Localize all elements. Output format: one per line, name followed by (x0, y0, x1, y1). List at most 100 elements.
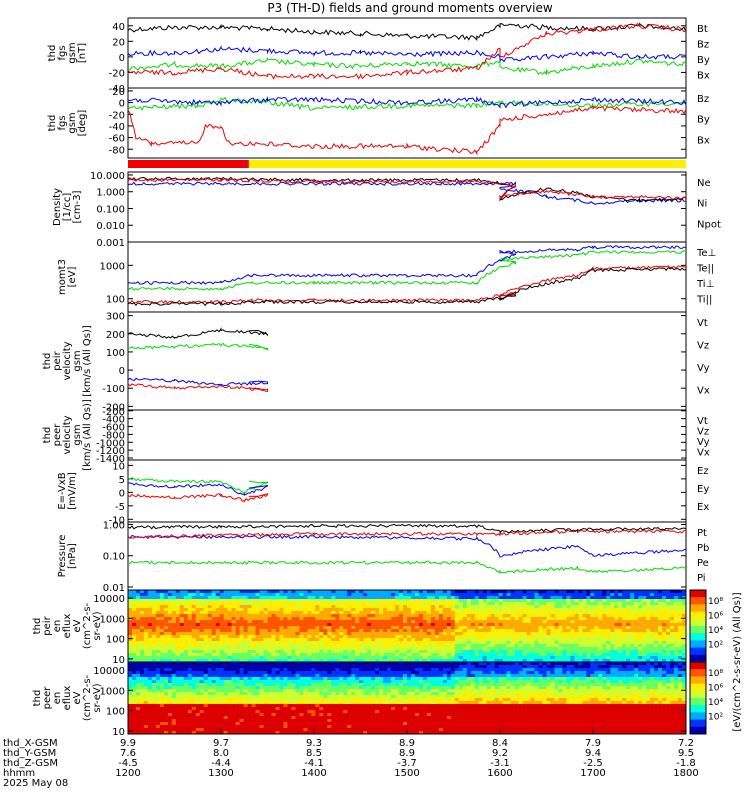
spectrogram-cell (542, 602, 547, 606)
spectrogram-cell (183, 590, 189, 594)
spectrogram-cell (215, 656, 220, 660)
spectrogram-cell (291, 719, 296, 723)
spectrogram-cell (215, 608, 220, 612)
spectrogram-cell (183, 713, 189, 717)
spectrogram-cell (303, 671, 308, 675)
spectrogram-cell (136, 623, 141, 627)
spectrogram-cell (546, 635, 551, 639)
spectrogram-cell (554, 641, 559, 645)
spectrogram-cell (132, 698, 137, 702)
spectrogram-cell (247, 590, 252, 594)
spectrogram-cell (207, 647, 212, 651)
spectrogram-cell (239, 605, 244, 609)
spectrogram-cell (466, 608, 472, 612)
spectrogram-cell (415, 593, 420, 597)
spectrogram-cell (259, 659, 264, 663)
spectrogram-cell (347, 719, 352, 723)
spectrogram-cell (626, 656, 631, 660)
spectrogram-cell (247, 623, 252, 627)
spectrogram-cell (219, 698, 224, 702)
spectrogram-cell (550, 644, 555, 648)
spectrogram-cell (682, 629, 687, 633)
spectrogram-cell (458, 626, 464, 630)
spectrogram-cell (303, 647, 308, 651)
spectrogram-cell (387, 647, 392, 651)
spectrogram-cell (622, 602, 627, 606)
spectrogram-cell (638, 650, 643, 654)
spectrogram-cell (442, 608, 448, 612)
spectrogram-cell (263, 731, 268, 735)
spectrogram-cell (195, 632, 201, 636)
spectrogram-cell (566, 593, 571, 597)
spectrogram-cell (195, 725, 201, 729)
spectrogram-cell (167, 659, 173, 663)
spectrogram-cell (375, 599, 380, 603)
spectrogram-cell (231, 614, 236, 618)
spectrogram-cell (379, 620, 384, 624)
spectrogram-cell (375, 608, 380, 612)
spectrogram-cell (211, 620, 216, 624)
spectrogram-cell (419, 593, 424, 597)
spectrogram-cell (143, 716, 149, 720)
spectrogram-cell (419, 608, 424, 612)
spectrogram-cell (199, 677, 204, 681)
spectrogram-cell (502, 620, 507, 624)
spectrogram-cell (415, 632, 420, 636)
spectrogram-cell (375, 632, 380, 636)
spectrogram-cell (207, 719, 212, 723)
spectrogram-cell (526, 590, 531, 594)
spectrogram-cell (407, 611, 412, 615)
spectrogram-cell (175, 656, 181, 660)
spectrogram-cell (187, 695, 193, 699)
spectrogram-cell (299, 602, 304, 606)
spectrogram-cell (291, 590, 296, 594)
spectrogram-cell (550, 590, 555, 594)
spectrogram-cell (136, 686, 141, 690)
legend-Bz: Bz (697, 94, 709, 105)
spectrogram-cell (227, 656, 232, 660)
spectrogram-cell (132, 689, 137, 693)
ytick-label: -600 (102, 423, 125, 434)
spectrogram-cell (662, 653, 667, 657)
spectrogram-cell (191, 656, 197, 660)
spectrogram-cell (670, 656, 675, 660)
spectrogram-cell (343, 683, 348, 687)
spectrogram-cell (215, 659, 220, 663)
spectrogram-cell (155, 728, 161, 732)
spectrogram-cell (554, 656, 559, 660)
spectrogram-cell (662, 602, 667, 606)
spectrogram-cell (387, 641, 392, 645)
spectrogram-cell (140, 683, 145, 687)
spectrogram-cell (287, 659, 292, 663)
spectrogram-cell (227, 599, 232, 603)
spectrogram-cell (327, 602, 332, 606)
spectrogram-cell (140, 713, 145, 717)
spectrogram-cell (530, 632, 535, 636)
spectrogram-cell (419, 605, 424, 609)
spectrogram-cell (175, 713, 181, 717)
spectrogram-cell (351, 620, 356, 624)
spectrogram-cell (522, 626, 527, 630)
spectrogram-cell (259, 620, 264, 624)
spectrogram-cell (426, 641, 432, 645)
spectrogram-cell (227, 647, 232, 651)
spectrogram-cell (514, 599, 519, 603)
spectrogram-cell (327, 662, 332, 666)
spectrogram-cell (478, 644, 483, 648)
spectrogram-cell (434, 611, 440, 615)
spectrogram-cell (347, 617, 352, 621)
spectrogram-cell (147, 614, 153, 618)
spectrogram-cell (442, 641, 448, 645)
spectrogram-cell (219, 716, 224, 720)
spectrogram-cell (510, 641, 515, 645)
spectrogram-cell (534, 590, 539, 594)
spectrogram-cell (247, 614, 252, 618)
spectrogram-cell (171, 590, 177, 594)
spectrogram-cell (478, 656, 483, 660)
spectrogram-cell (618, 647, 623, 651)
spectrogram-cell (199, 650, 204, 654)
spectrogram-cell (259, 593, 264, 597)
spectrogram-cell (315, 722, 320, 726)
spectrogram-cell (147, 590, 153, 594)
spectrogram-cell (554, 593, 559, 597)
